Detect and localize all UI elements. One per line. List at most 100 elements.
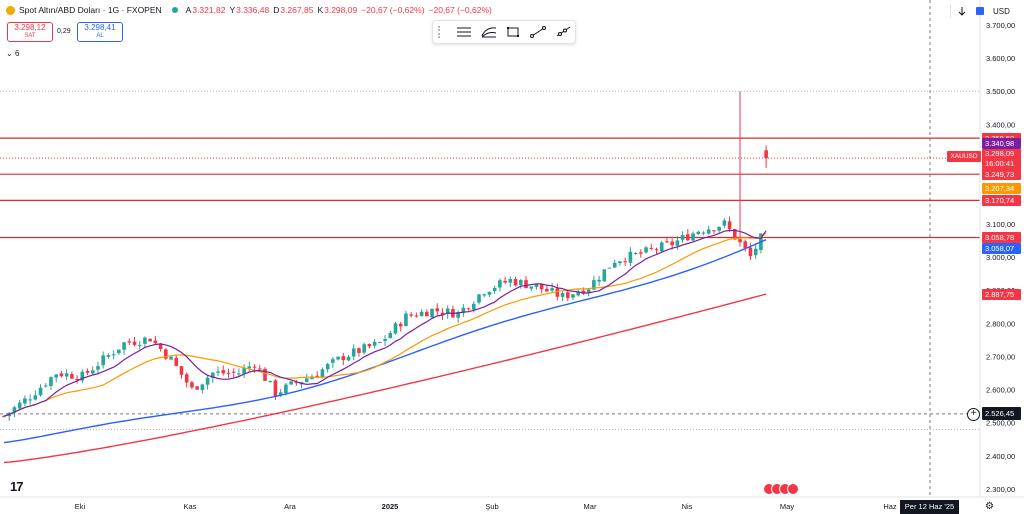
gear-icon[interactable]: ⚙ xyxy=(985,501,994,512)
crosshair-date-label: Per 12 Haz '25 xyxy=(900,500,959,514)
sell-button[interactable]: 3.298,12 SAT xyxy=(7,22,53,42)
candle-body xyxy=(132,341,137,345)
candle-body xyxy=(273,380,278,397)
candle-body xyxy=(331,359,335,363)
time-tick-label: May xyxy=(780,502,794,511)
candle-body xyxy=(456,312,460,318)
ma50-label: 3.058,07 xyxy=(982,242,1021,254)
price-tick-label: 2.500,00 xyxy=(986,419,1015,428)
candle-body xyxy=(419,311,424,317)
candle-body xyxy=(357,348,361,353)
candle-body xyxy=(524,280,528,289)
candle-body xyxy=(90,370,95,374)
top-right-controls[interactable]: USD xyxy=(946,4,1010,18)
candle-body xyxy=(179,366,184,375)
horizontal-levels[interactable] xyxy=(0,137,980,239)
candle-body xyxy=(477,294,481,303)
candle-body xyxy=(612,262,617,268)
candle-body xyxy=(472,303,476,310)
time-tick-label: Eki xyxy=(75,502,86,511)
horizontal-lines-icon[interactable] xyxy=(452,22,477,42)
candle-body xyxy=(23,398,27,404)
time-tick-label: 2025 xyxy=(382,502,399,511)
ray-line-icon[interactable] xyxy=(550,22,575,42)
candle-body xyxy=(336,356,340,360)
candle-body xyxy=(257,368,262,370)
candle-body xyxy=(247,366,252,369)
candle-body xyxy=(96,366,100,370)
drawing-toolbar[interactable] xyxy=(432,20,576,44)
spread-value: 0,29 xyxy=(57,28,71,35)
candle-body xyxy=(586,289,591,293)
candle-body xyxy=(33,395,38,400)
candle-body xyxy=(738,239,742,243)
time-tick-label: Haz xyxy=(883,502,897,511)
currency-selector[interactable]: USD xyxy=(993,6,1010,16)
candle-body xyxy=(346,356,351,361)
candle-body xyxy=(404,313,408,327)
candle-body xyxy=(325,364,330,370)
candle-body xyxy=(59,373,64,377)
candle-body xyxy=(304,378,309,382)
candle-body xyxy=(545,288,549,292)
price-tick-label: 3.600,00 xyxy=(986,54,1015,63)
candle-body xyxy=(675,240,680,246)
lock-icon[interactable] xyxy=(973,4,987,18)
candle-body xyxy=(435,308,440,312)
high-key: Y xyxy=(229,5,236,15)
candle-body xyxy=(158,344,163,350)
level-label-2: 3.249,73 xyxy=(982,168,1021,180)
candle-body xyxy=(607,267,612,269)
symbol-header[interactable]: Spot Altın/ABD Doları · 1G · FXOPEN A 3.3… xyxy=(6,5,496,15)
candle-body xyxy=(284,384,288,394)
candle-body xyxy=(54,374,58,378)
candle-body xyxy=(487,291,492,295)
candle-body xyxy=(717,226,721,231)
trend-line-icon[interactable] xyxy=(526,22,551,42)
candle-body xyxy=(226,372,231,374)
candle-body xyxy=(550,288,554,291)
candle-body xyxy=(748,247,753,257)
candle-body xyxy=(628,251,633,263)
candle-body xyxy=(289,381,293,385)
price-tick-label: 2.400,00 xyxy=(986,452,1015,461)
open-key: A xyxy=(185,5,192,15)
price-tick-label: 3.100,00 xyxy=(986,220,1015,229)
candle-body xyxy=(184,374,189,383)
candle-body xyxy=(571,294,575,298)
down-arrow-icon[interactable] xyxy=(955,4,969,18)
candle-body xyxy=(691,233,695,241)
symbol-price-tag: XAUUSD xyxy=(947,151,981,162)
candle-body xyxy=(200,384,205,391)
candle-body xyxy=(127,341,132,343)
candle-body xyxy=(466,308,471,310)
candle-body xyxy=(388,333,393,339)
candle-body xyxy=(294,382,299,384)
candle-body xyxy=(367,344,372,347)
drag-handle-icon[interactable] xyxy=(438,26,446,38)
rectangle-icon[interactable] xyxy=(501,22,526,42)
candle-body xyxy=(252,366,257,368)
candle-body xyxy=(482,294,487,296)
economic-events-icon[interactable] xyxy=(763,483,799,495)
sell-price: 3.298,12 xyxy=(14,23,46,32)
candle-body xyxy=(659,242,664,252)
candle-body xyxy=(440,312,445,315)
candle-body xyxy=(764,150,768,159)
indicators-toggle[interactable]: ⌄ 6 xyxy=(6,49,19,58)
candle-body xyxy=(649,247,654,249)
add-alert-icon[interactable]: + xyxy=(967,408,980,421)
tradingview-logo-icon[interactable]: 17 xyxy=(10,479,24,494)
curve-lines-icon[interactable] xyxy=(477,22,502,42)
buy-button[interactable]: 3.298,41 AL xyxy=(77,22,123,42)
time-axis[interactable]: Eki Kas Ara 2025 Şub Mar Nis May Haz xyxy=(0,496,1024,511)
candle-body xyxy=(263,368,267,381)
candle-body xyxy=(111,354,116,356)
symbol-title[interactable]: Spot Altın/ABD Doları · 1G · FXOPEN xyxy=(19,5,162,15)
level-label-1: 3.358,50 xyxy=(982,132,1021,144)
candle-body xyxy=(169,356,173,360)
candle-body xyxy=(498,280,502,288)
candle-body xyxy=(190,382,194,388)
candle-body xyxy=(211,372,215,378)
